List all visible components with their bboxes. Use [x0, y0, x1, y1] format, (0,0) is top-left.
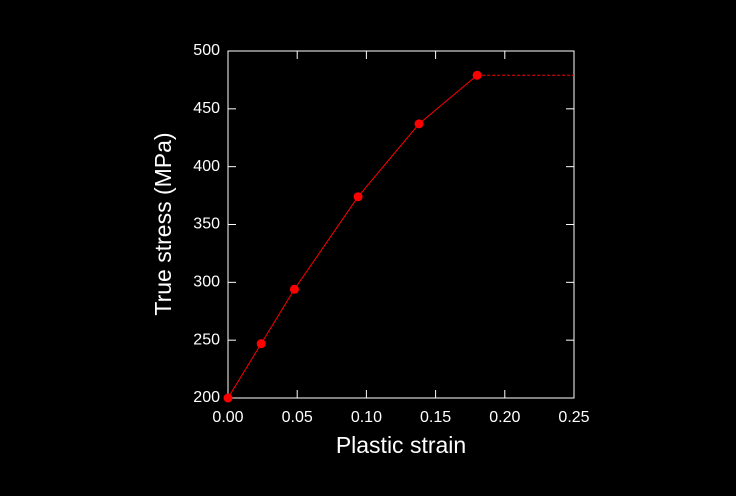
y-axis-title: True stress (MPa)	[150, 132, 176, 315]
y-tick-label: 500	[193, 42, 220, 59]
y-tick-label: 400	[193, 158, 220, 175]
x-tick-label: 0.10	[351, 409, 382, 426]
y-tick-label: 350	[193, 216, 220, 233]
data-point	[256, 339, 266, 349]
x-tick-label: 0.05	[282, 409, 313, 426]
y-tick-label: 300	[193, 274, 220, 291]
y-tick-label: 450	[193, 100, 220, 117]
data-point	[289, 284, 299, 294]
plot-frame	[227, 50, 575, 399]
data-point	[414, 119, 424, 129]
x-axis-title: Plastic strain	[336, 432, 466, 458]
x-tick-label: 0.15	[420, 409, 451, 426]
x-tick-label: 0.00	[212, 409, 243, 426]
data-point	[353, 192, 363, 202]
data-point	[223, 393, 233, 403]
y-tick-label: 200	[193, 389, 220, 406]
series-line	[227, 74, 478, 399]
x-tick-label: 0.20	[489, 409, 520, 426]
x-tick-label: 0.25	[558, 409, 589, 426]
y-tick-label: 250	[193, 331, 220, 348]
